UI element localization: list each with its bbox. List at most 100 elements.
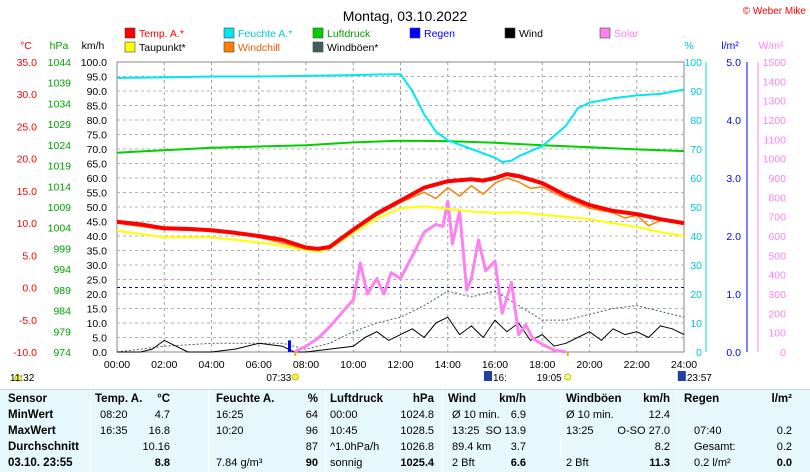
solar-tick-label: 700 (768, 212, 786, 224)
stats-max-press-sub: 10:45 (330, 425, 358, 437)
stats-min-wind-sub: Ø 10 min. (452, 409, 500, 421)
stats-avg-rain-value: 0.2 (776, 441, 792, 453)
humidity-tick-label: 30 (690, 260, 702, 272)
stats-avg-temp-value: 10.16 (142, 441, 170, 453)
wind-tick-label: 0.0 (92, 347, 107, 359)
wind-tick-label: 40.0 (87, 231, 108, 243)
humidity-unit-label: % (684, 40, 693, 52)
stats-cur-gust-sub: 2 Bft (566, 457, 589, 469)
wind-tick-label: 20.0 (87, 289, 108, 301)
wind-tick-label: 45.0 (87, 217, 108, 229)
legend-label-humidity: Feuchte A.* (238, 28, 292, 40)
stats-min-press-value: 1024.8 (400, 409, 434, 421)
stats-cur-gust-value: 11.3 (649, 457, 670, 469)
pressure-tick-label: 1029 (48, 119, 72, 131)
stats-avg-gust-value: 8.2 (654, 441, 670, 453)
legend-label-wind: Wind (519, 28, 543, 40)
wind-tick-label: 50.0 (87, 202, 108, 214)
x-tick-label: 06:00 (246, 359, 272, 371)
moon-right-icon (677, 371, 686, 381)
chart-title: Montag, 03.10.2022 (343, 8, 468, 24)
x-tick-label: 12:00 (387, 359, 413, 371)
solar-tick-label: 800 (768, 192, 786, 204)
temp-tick-label: -5.0 (19, 315, 37, 327)
solar-tick-label: 1400 (763, 76, 787, 88)
stats-min-temp-value: 4.7 (154, 409, 170, 421)
pressure-tick-label: 999 (53, 243, 71, 255)
x-tick-label: 24:00 (671, 359, 697, 371)
stats-min-hum-sub: 16:25 (216, 409, 244, 421)
x-tick-label: 20:00 (576, 359, 602, 371)
wind-tick-label: 80.0 (87, 115, 108, 127)
stats-cur-rain-sub: 0.2 l/m² (694, 457, 731, 469)
pressure-tick-label: 1044 (48, 57, 72, 69)
temp-tick-label: 0.0 (22, 283, 37, 295)
rain-tick-label: 2.0 (726, 231, 741, 243)
solar-tick-label: 100 (768, 328, 786, 340)
solar-unit-label: W/m² (758, 40, 784, 52)
stats-unit-wind: km/h (499, 393, 526, 405)
data-series (116, 73, 685, 354)
rain-tick-label: 4.0 (726, 115, 741, 127)
statistics-table: Sensor Temp. A. °C Feuchte A.% Luftdruck hPa W… (0, 389, 810, 472)
moon-left-label: 11:32 (10, 373, 35, 384)
wind-tick-label: 35.0 (87, 246, 108, 258)
series-line-windben (116, 290, 685, 353)
series-line-taupunkt (116, 205, 685, 253)
temp-tick-label: 30.0 (17, 89, 38, 101)
stats-header-hum: Feuchte A. (216, 393, 275, 405)
legend-label-temp: Temp. A.* (139, 28, 184, 40)
solar-tick-label: 1300 (763, 96, 787, 108)
stats-unit-rain: l/m² (771, 393, 792, 405)
stats-unit-temp: °C (157, 393, 170, 405)
series-line-wind (117, 316, 685, 353)
table-separator (208, 390, 209, 472)
series-line-tempa (116, 172, 685, 251)
axis-unit-labels: °C hPa km/h% l/m² W/m² (20, 40, 784, 52)
stats-cur-press-sub: sonnig (330, 457, 363, 469)
temp-tick-label: 15.0 (17, 186, 38, 198)
stats-row-label-max: MaxWert (8, 425, 56, 437)
rain-bar (287, 340, 291, 352)
rain-tick-label: 0.0 (726, 347, 741, 359)
rain-unit-label: l/m² (721, 40, 739, 52)
series-line-feuchtea (116, 73, 685, 163)
temp-tick-label: -10.0 (13, 347, 37, 359)
legend-swatch-chill (223, 41, 235, 53)
solar-tick-label: 200 (768, 308, 786, 320)
wind-tick-label: 60.0 (87, 173, 108, 185)
series-line-luftdruck (116, 139, 685, 154)
solar-tick-label: 300 (768, 289, 786, 301)
stats-row-label-min: MinWert (8, 409, 54, 421)
solar-tick-label: 500 (768, 250, 786, 262)
wind-tick-label: 85.0 (87, 101, 108, 113)
moon-rise-icon (14, 374, 22, 382)
stats-cur-wind-value: 6.6 (510, 457, 526, 469)
x-tick-label: 18:00 (529, 359, 555, 371)
wind-tick-label: 70.0 (87, 144, 108, 156)
solar-tick-label: 900 (768, 173, 786, 185)
rain-tick-label: 1.0 (726, 289, 741, 301)
stats-cur-wind-sub: 2 Bft (452, 457, 475, 469)
pressure-tick-label: 1039 (48, 78, 72, 90)
wind-tick-label: 15.0 (87, 304, 108, 316)
stats-max-wind-sub: 13:25 (452, 425, 480, 437)
moon-set-icon (484, 371, 492, 381)
x-tick-label: 08:00 (293, 359, 319, 371)
wind-tick-label: 10.0 (87, 318, 108, 330)
legend-label-gust: Windböen* (327, 42, 378, 54)
stats-min-gust-sub: Ø 10 min. (566, 409, 614, 421)
weather-chart: Montag, 03.10.2022 © Weber Mike Temp. A.… (10, 6, 806, 384)
pressure-tick-label: 1024 (48, 140, 72, 152)
stats-max-rain-value: 0.2 (776, 425, 792, 437)
sun-moon-markers: 11:32 07:33 16: 19:05 23:57 (10, 352, 712, 384)
legend-swatch-dew (124, 41, 136, 53)
stats-avg-rain-sub: Gesamt: (694, 441, 736, 453)
x-tick-label: 00:00 (104, 359, 130, 371)
stats-min-hum-value: 64 (305, 409, 318, 421)
legend-label-pressure: Luftdruck (327, 28, 371, 40)
temp-tick-label: 10.0 (17, 218, 38, 230)
stats-min-wind-value: 6.9 (510, 409, 526, 421)
solar-tick-label: 1100 (763, 134, 786, 146)
humidity-tick-label: 40 (690, 231, 702, 243)
